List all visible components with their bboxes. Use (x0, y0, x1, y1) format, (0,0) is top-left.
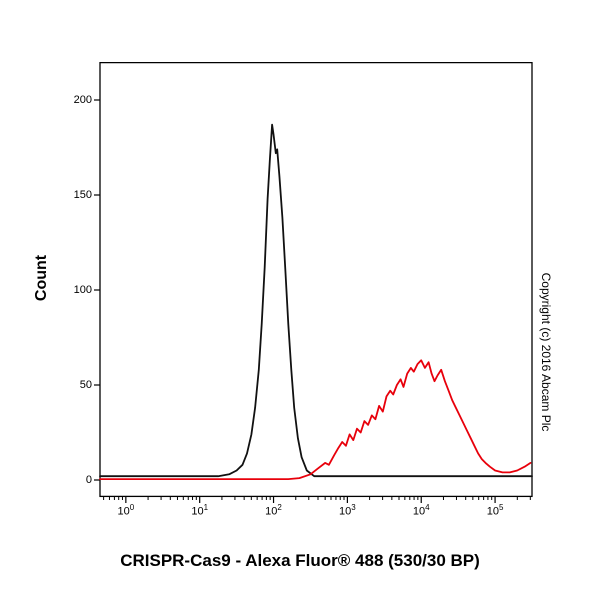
copyright-text: Copyright (c) 2016 Abcam Plc (539, 272, 553, 432)
red-curve (99, 359, 532, 481)
y-tick-label: 50 (79, 378, 92, 391)
y-tick-label: 0 (85, 473, 92, 486)
y-tick-label: 100 (73, 283, 92, 296)
x-tick-label: 104 (412, 503, 430, 518)
chart-title: CRISPR-Cas9 - Alexa Fluor® 488 (530/30 B… (120, 551, 480, 570)
y-axis-label: Count (33, 254, 50, 302)
y-tick-label: 200 (73, 93, 92, 106)
x-tick-label: 102 (265, 503, 282, 518)
x-tick-label: 100 (117, 503, 135, 518)
histogram-plot (94, 62, 533, 503)
x-tick-label: 101 (191, 503, 209, 518)
black-curve (99, 123, 533, 478)
plot-border (99, 62, 533, 498)
x-tick-label: 105 (486, 503, 504, 518)
y-tick-label: 150 (73, 188, 92, 201)
x-tick-label: 103 (339, 503, 356, 518)
